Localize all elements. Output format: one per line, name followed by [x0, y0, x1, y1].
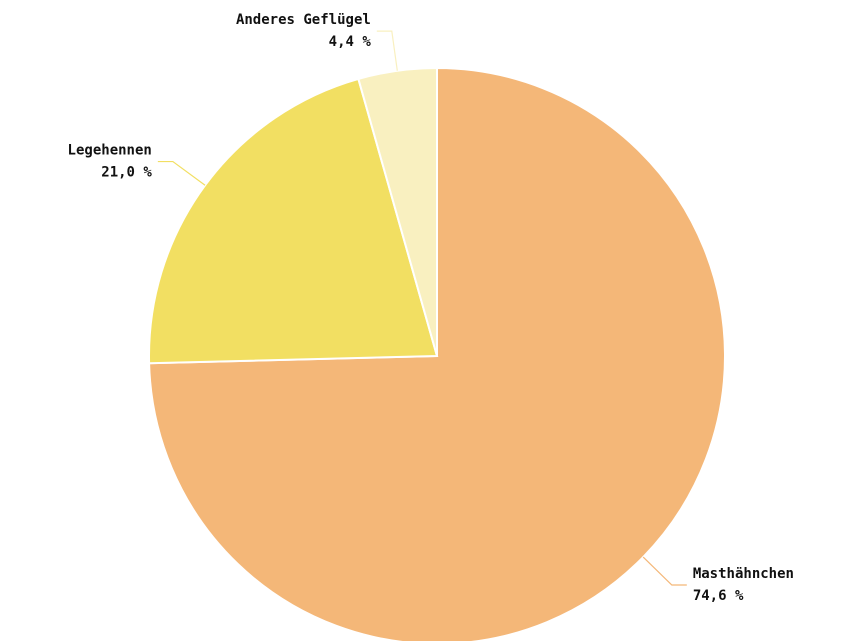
leader-line — [376, 30, 398, 71]
pie-slice — [148, 77, 439, 365]
slice-value-label: 4,4 % — [329, 34, 372, 50]
slice-label: Masthähnchen — [693, 566, 794, 582]
leader-line — [157, 160, 206, 186]
slice-value-label: 74,6 % — [693, 588, 744, 604]
slice-label: Anderes Geflügel — [236, 12, 371, 28]
slice-value-label: 21,0 % — [101, 165, 152, 181]
slice-label: Legehennen — [68, 143, 152, 159]
pie-slice — [357, 66, 438, 357]
leader-line — [642, 556, 687, 586]
